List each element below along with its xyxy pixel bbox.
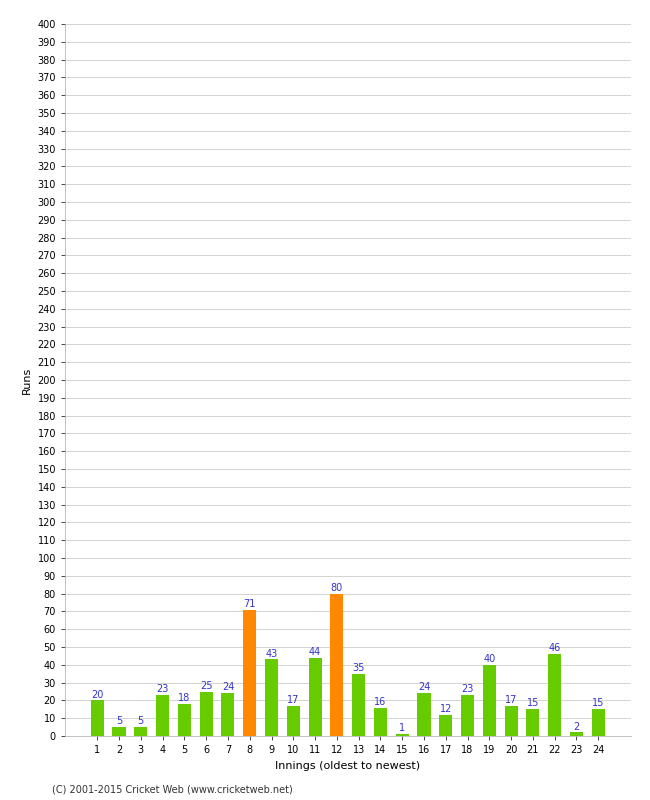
Bar — [222, 694, 235, 736]
Bar — [309, 658, 322, 736]
Bar — [330, 594, 343, 736]
Bar — [135, 727, 148, 736]
Bar — [352, 674, 365, 736]
Text: 71: 71 — [244, 598, 256, 609]
Bar — [548, 654, 561, 736]
Text: (C) 2001-2015 Cricket Web (www.cricketweb.net): (C) 2001-2015 Cricket Web (www.cricketwe… — [52, 784, 292, 794]
Text: 80: 80 — [331, 582, 343, 593]
Bar — [570, 733, 583, 736]
Bar — [156, 695, 169, 736]
Text: 5: 5 — [138, 716, 144, 726]
Text: 40: 40 — [483, 654, 495, 664]
Bar — [112, 727, 125, 736]
Text: 44: 44 — [309, 646, 321, 657]
Bar — [91, 701, 104, 736]
Bar — [439, 714, 452, 736]
Text: 2: 2 — [573, 722, 580, 731]
Text: 43: 43 — [265, 649, 278, 658]
Bar — [417, 694, 430, 736]
Text: 17: 17 — [505, 695, 517, 705]
Bar — [374, 707, 387, 736]
Bar — [592, 710, 604, 736]
Text: 5: 5 — [116, 716, 122, 726]
Text: 17: 17 — [287, 695, 300, 705]
Text: 15: 15 — [526, 698, 539, 709]
Y-axis label: Runs: Runs — [22, 366, 32, 394]
Text: 23: 23 — [157, 684, 169, 694]
Text: 18: 18 — [178, 693, 190, 703]
Bar — [461, 695, 474, 736]
Text: 16: 16 — [374, 697, 387, 706]
Bar — [178, 704, 191, 736]
Bar — [526, 710, 539, 736]
Text: 1: 1 — [399, 723, 405, 734]
Bar — [504, 706, 517, 736]
Text: 20: 20 — [91, 690, 103, 699]
Text: 23: 23 — [462, 684, 474, 694]
Text: 46: 46 — [549, 643, 561, 654]
Bar — [265, 659, 278, 736]
Bar — [243, 610, 256, 736]
Text: 15: 15 — [592, 698, 604, 709]
Text: 35: 35 — [352, 663, 365, 673]
Text: 24: 24 — [222, 682, 234, 692]
Bar — [483, 665, 496, 736]
Text: 12: 12 — [439, 704, 452, 714]
Bar — [396, 734, 409, 736]
Text: 24: 24 — [418, 682, 430, 692]
Text: 25: 25 — [200, 681, 213, 690]
X-axis label: Innings (oldest to newest): Innings (oldest to newest) — [275, 761, 421, 770]
Bar — [200, 691, 213, 736]
Bar — [287, 706, 300, 736]
